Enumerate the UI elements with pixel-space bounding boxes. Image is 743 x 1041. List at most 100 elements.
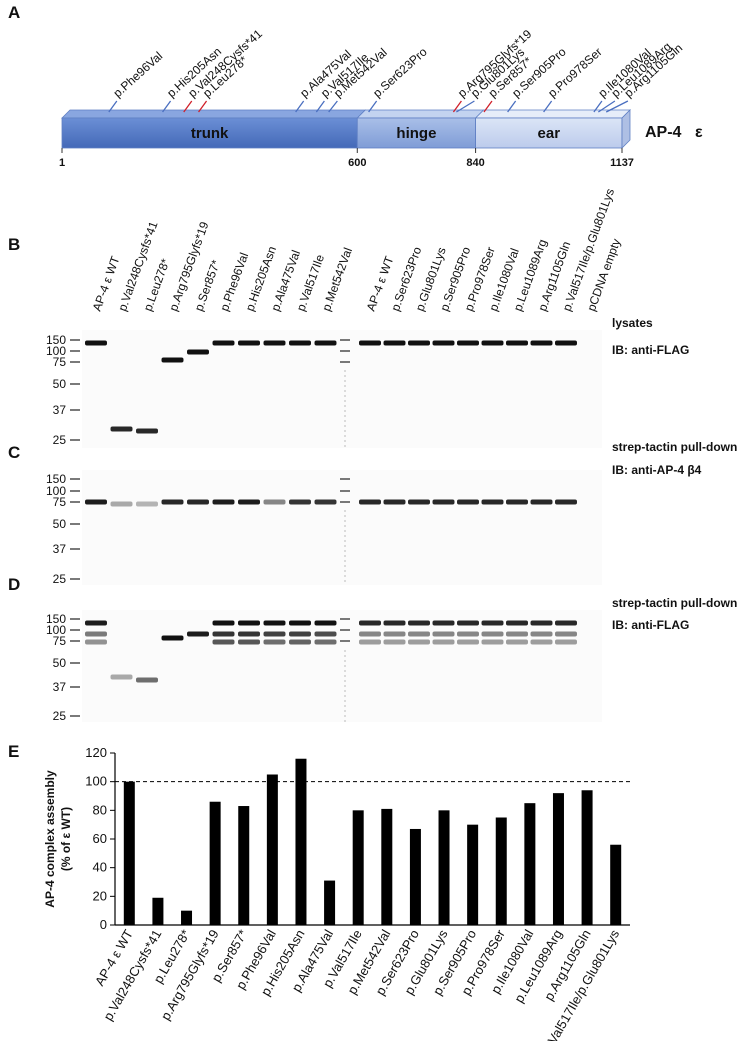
band <box>85 620 107 626</box>
band <box>383 631 406 637</box>
panel-letter: C <box>8 443 20 462</box>
y-tick-label: 100 <box>85 774 107 789</box>
blot-note: IB: anti-FLAG <box>612 618 689 632</box>
band <box>383 639 406 645</box>
blot-note: IB: anti-AP-4 β4 <box>612 463 702 477</box>
domain <box>475 117 623 149</box>
band <box>432 639 455 645</box>
band <box>289 631 311 637</box>
band <box>263 631 286 637</box>
band <box>408 631 430 637</box>
band <box>238 631 260 637</box>
band <box>555 639 577 645</box>
y-axis-label: AP-4 complex assembly <box>43 770 57 908</box>
bar <box>266 774 278 925</box>
band <box>481 499 504 505</box>
domain-side <box>621 109 631 149</box>
band <box>530 499 553 505</box>
band <box>85 499 107 505</box>
band <box>263 639 286 645</box>
band <box>314 340 337 346</box>
panel-letter: E <box>8 742 19 761</box>
band <box>263 620 286 626</box>
marker-label: 50 <box>53 377 67 391</box>
tick-label: 840 <box>466 157 484 169</box>
bar <box>467 824 479 925</box>
bar <box>552 793 564 925</box>
protein-name: AP-4 <box>645 124 682 141</box>
mutation-label: p.Phe96Val <box>110 49 165 100</box>
band <box>289 499 311 505</box>
blot-note: lysates <box>612 316 653 330</box>
band <box>383 499 406 505</box>
mutation-line <box>507 100 517 113</box>
band <box>408 639 430 645</box>
marker-label: 100 <box>46 484 66 498</box>
mutation-line <box>315 100 325 113</box>
panel-letter: D <box>8 575 20 594</box>
band <box>136 501 158 507</box>
band <box>530 340 553 346</box>
tick-label: 600 <box>348 157 366 169</box>
band <box>481 340 504 346</box>
band <box>530 631 553 637</box>
band <box>432 620 455 626</box>
band <box>457 631 479 637</box>
mutation-line <box>593 100 603 113</box>
mutation-line <box>162 100 172 113</box>
blot-membrane <box>82 470 602 585</box>
mutation-line <box>108 100 118 113</box>
band <box>314 631 337 637</box>
domain-top <box>356 109 485 119</box>
band <box>457 639 479 645</box>
band <box>530 639 553 645</box>
bar <box>352 810 364 925</box>
band <box>408 620 430 626</box>
band <box>555 620 577 626</box>
band <box>432 340 455 346</box>
band <box>136 428 158 434</box>
mutation-line <box>328 100 338 113</box>
band <box>457 499 479 505</box>
band <box>314 499 337 505</box>
band <box>432 499 455 505</box>
band <box>85 639 107 645</box>
band <box>359 620 381 626</box>
marker-label: 150 <box>46 333 66 347</box>
blot-note: IB: anti-FLAG <box>612 343 689 357</box>
band <box>555 499 577 505</box>
marker-label: 100 <box>46 623 66 637</box>
bar <box>238 806 250 925</box>
blot-membrane <box>82 330 602 448</box>
marker-label: 50 <box>53 656 67 670</box>
bar <box>610 844 622 925</box>
bar <box>209 801 221 925</box>
marker-label: 150 <box>46 612 66 626</box>
band <box>289 639 311 645</box>
marker-label: 25 <box>53 433 67 447</box>
band <box>408 340 430 346</box>
blot-membrane <box>82 610 602 722</box>
band <box>457 620 479 626</box>
band <box>481 631 504 637</box>
domain-top <box>61 109 367 119</box>
bar <box>152 897 164 925</box>
marker-label: 37 <box>53 680 67 694</box>
band <box>481 620 504 626</box>
band <box>555 631 577 637</box>
band <box>506 631 528 637</box>
bar <box>581 790 593 925</box>
band <box>506 620 528 626</box>
band <box>212 631 235 637</box>
marker-label: 100 <box>46 344 66 358</box>
band <box>457 340 479 346</box>
band <box>110 501 133 507</box>
band <box>212 499 235 505</box>
band <box>289 340 311 346</box>
mutation-line <box>452 100 462 113</box>
mutation-line <box>198 100 208 113</box>
marker-label: 75 <box>53 634 67 648</box>
mutation-line <box>456 100 475 113</box>
y-tick-label: 40 <box>93 860 107 875</box>
domain-label: ear <box>538 125 561 142</box>
